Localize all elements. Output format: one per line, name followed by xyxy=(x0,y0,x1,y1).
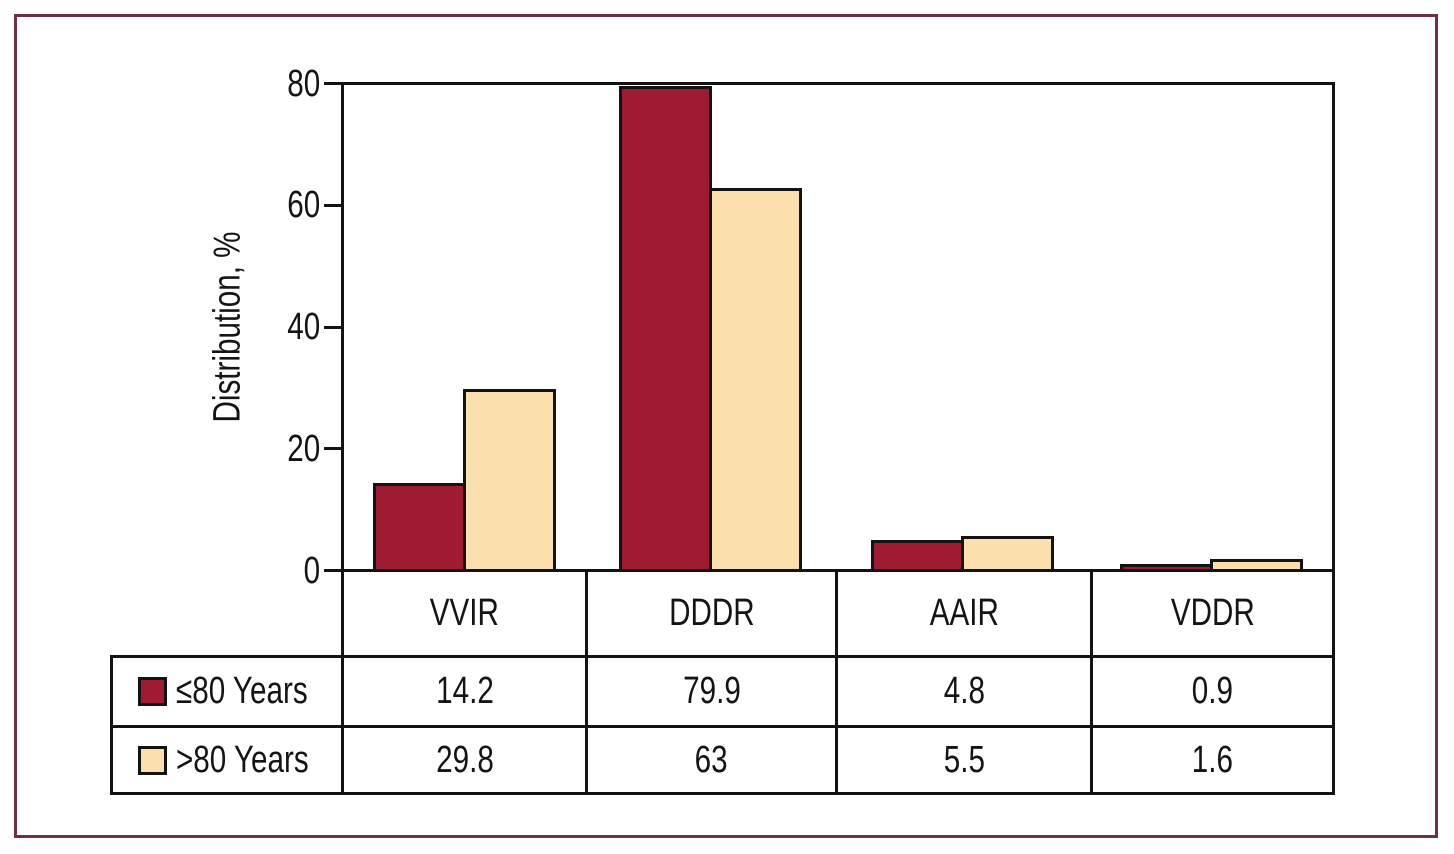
column-header-vvir: VVIR xyxy=(341,572,585,655)
column-header-dddr: DDDR xyxy=(585,572,835,655)
table-cell-value: 14.2 xyxy=(341,658,585,725)
bar-group-aair xyxy=(835,85,1090,569)
table-cell-value: 79.9 xyxy=(585,658,835,725)
bar-group-vvir xyxy=(344,85,585,569)
bar-dddr-gt80 xyxy=(708,188,802,569)
bar-aair-gt80 xyxy=(961,536,1054,569)
table-header-row: VVIR DDDR AAIR VDDR xyxy=(110,572,1335,655)
y-axis-tick-label: 40 xyxy=(287,306,320,348)
table-cell-value: 5.5 xyxy=(835,728,1090,792)
bar-vddr-le80 xyxy=(1119,564,1213,569)
y-axis-tick xyxy=(324,82,341,85)
y-axis-tick-label: 0 xyxy=(303,549,320,592)
bar-aair-le80 xyxy=(871,540,964,569)
bar-vvir-le80 xyxy=(373,483,466,569)
legend-label: >80 Years xyxy=(176,738,309,781)
y-axis-tick xyxy=(324,569,341,572)
table-cell-value: 63 xyxy=(585,728,835,792)
y-axis-tick xyxy=(324,203,341,207)
bar-group-vddr xyxy=(1090,85,1332,569)
table-cell-value: 4.8 xyxy=(835,658,1090,725)
bar-chart-plot-area xyxy=(341,82,1335,572)
bar-dddr-le80 xyxy=(618,86,712,569)
y-axis-tick-label: 60 xyxy=(287,184,320,227)
table-cell-value: 0.9 xyxy=(1090,658,1335,725)
table-header-spacer xyxy=(110,572,341,655)
table-row-gt80-years: >80 Years 29.8 63 5.5 1.6 xyxy=(110,725,1335,795)
y-axis-tick xyxy=(324,325,341,329)
table-row-le80-years: ≤80 Years 14.2 79.9 4.8 0.9 xyxy=(110,655,1335,725)
legend-label: ≤80 Years xyxy=(176,670,308,712)
legend-swatch xyxy=(138,677,167,706)
bar-vvir-gt80 xyxy=(463,389,556,569)
y-axis-tick-label: 20 xyxy=(287,427,320,470)
legend-cell-gt80-years: >80 Years xyxy=(110,728,341,792)
chart-data-table: VVIR DDDR AAIR VDDR ≤80 Years 14.2 79.9 4.8 0.9 >… xyxy=(110,572,1335,795)
table-cell-value: 1.6 xyxy=(1090,728,1335,792)
legend-cell-le80-years: ≤80 Years xyxy=(110,658,341,725)
bar-vddr-gt80 xyxy=(1209,559,1303,569)
table-cell-value: 29.8 xyxy=(341,728,585,792)
y-axis-tick xyxy=(324,447,341,451)
column-header-aair: AAIR xyxy=(835,572,1090,655)
legend-swatch xyxy=(138,745,167,775)
column-header-vddr: VDDR xyxy=(1090,572,1335,655)
y-axis-tick-label: 80 xyxy=(287,62,320,105)
bar-group-dddr xyxy=(585,85,835,569)
